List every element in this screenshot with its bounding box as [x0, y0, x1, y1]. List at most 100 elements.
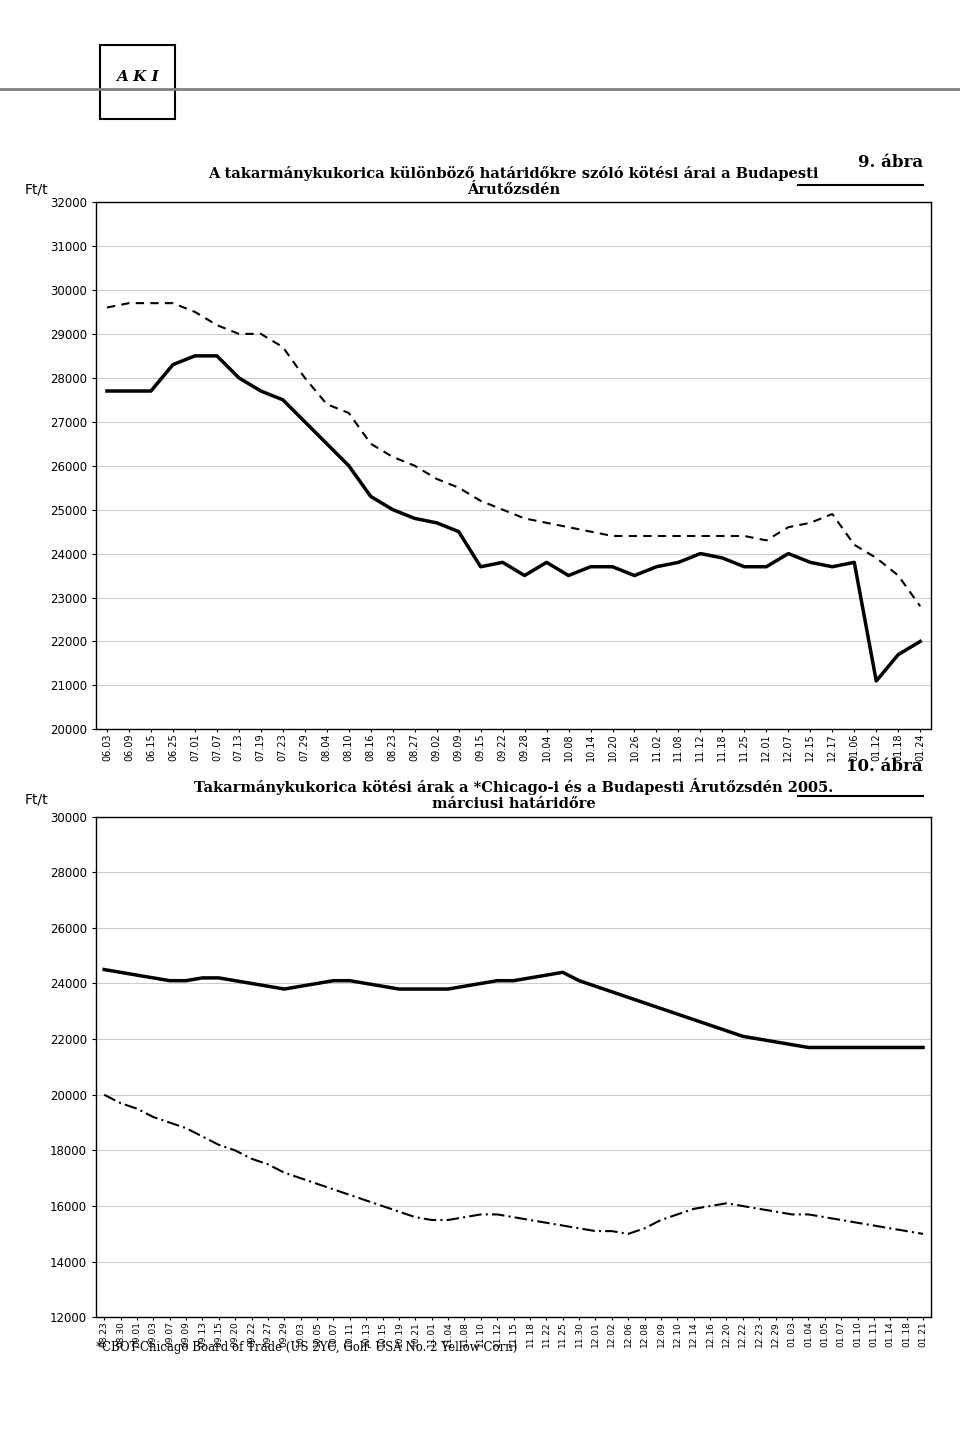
- CBOT*: [344, 1186, 355, 1203]
- 2005. márc.: [804, 554, 816, 571]
- 2005. márc.: [695, 546, 707, 563]
- 2005. márc.: [716, 550, 728, 567]
- 2005. márc.: [387, 501, 398, 518]
- 2005. márc.: [585, 558, 596, 576]
- Text: 10. ábra: 10. ábra: [846, 758, 923, 775]
- 2005. máj.: [518, 510, 530, 527]
- 2005. márc.: [365, 488, 376, 505]
- 2005. márc.: [145, 382, 156, 400]
- 2005. márc.: [321, 435, 332, 453]
- 2005. márc.: [233, 369, 245, 387]
- 2005. máj.: [453, 480, 465, 497]
- 2005. máj.: [321, 395, 332, 412]
- 2005. máj.: [211, 316, 223, 334]
- Line: BAT: BAT: [105, 969, 923, 1047]
- CBOT*: [917, 1226, 928, 1243]
- 2005. máj.: [695, 527, 707, 544]
- 2005. márc.: [277, 391, 289, 408]
- 2005. máj.: [563, 518, 574, 536]
- 2005. márc.: [123, 382, 134, 400]
- Text: jegyzés ideje: jegyzés ideje: [848, 888, 924, 901]
- 2005. máj.: [716, 527, 728, 544]
- 2005. máj.: [893, 567, 904, 584]
- 2005. máj.: [409, 457, 420, 474]
- 2005. máj.: [475, 493, 487, 510]
- 2005. máj.: [101, 299, 112, 316]
- 2005. máj.: [299, 369, 310, 387]
- 2005. márc.: [782, 546, 794, 563]
- 2005. máj.: [651, 527, 662, 544]
- BAT: [360, 975, 372, 992]
- 2005. máj.: [782, 518, 794, 536]
- 2005. máj.: [738, 527, 750, 544]
- 2005. márc.: [497, 554, 509, 571]
- 2005. márc.: [518, 567, 530, 584]
- 2005. márc.: [563, 567, 574, 584]
- 2005. máj.: [629, 527, 640, 544]
- 2005. máj.: [585, 523, 596, 540]
- 2005. márc.: [255, 382, 267, 400]
- 2005. máj.: [804, 514, 816, 531]
- 2005. márc.: [738, 558, 750, 576]
- 2005. márc.: [101, 382, 112, 400]
- CBOT*: [278, 1164, 290, 1181]
- 2005. márc.: [915, 633, 926, 650]
- 2005. márc.: [827, 558, 838, 576]
- 2005. máj.: [540, 514, 552, 531]
- 2005. márc.: [629, 567, 640, 584]
- BAT: [688, 1011, 700, 1028]
- BAT: [278, 981, 290, 998]
- 2005. márc.: [871, 673, 882, 690]
- 2005. máj.: [497, 501, 509, 518]
- 2005. máj.: [123, 295, 134, 312]
- BAT: [900, 1038, 912, 1055]
- 2005. máj.: [189, 304, 201, 321]
- 2005. máj.: [167, 295, 179, 312]
- 2005. máj.: [233, 325, 245, 342]
- 2005. márc.: [540, 554, 552, 571]
- Line: 2005. márc.: 2005. márc.: [107, 357, 921, 682]
- CBOT*: [900, 1223, 912, 1240]
- 2005. márc.: [475, 558, 487, 576]
- 2005. márc.: [760, 558, 772, 576]
- 2005. márc.: [299, 414, 310, 431]
- Title: A takarmánykukorica különböző határidőkre szóló kötési árai a Budapesti
Árutőzsd: A takarmánykukorica különböző határidőkr…: [208, 166, 819, 196]
- Title: Takarmánykukorica kötési árak a *Chicago-i és a Budapesti Árutőzsdén 2005.
márci: Takarmánykukorica kötési árak a *Chicago…: [194, 778, 833, 811]
- Text: Ft/t: Ft/t: [25, 183, 49, 196]
- 2005. márc.: [893, 646, 904, 663]
- 2005. máj.: [145, 295, 156, 312]
- 2005. márc.: [189, 348, 201, 365]
- Bar: [100, 44, 176, 119]
- 2005. márc.: [607, 558, 618, 576]
- 2005. máj.: [673, 527, 684, 544]
- Line: CBOT*: CBOT*: [105, 1095, 923, 1234]
- Text: *CBOT-Chicago Board of Trade (US 2YC, Golf- USA No. 2 Yellow Corn): *CBOT-Chicago Board of Trade (US 2YC, Go…: [96, 1342, 517, 1355]
- Text: A K I: A K I: [116, 70, 159, 84]
- 2005. máj.: [277, 338, 289, 355]
- 2005. máj.: [343, 404, 354, 421]
- CBOT*: [99, 1087, 110, 1104]
- 2005. márc.: [453, 523, 465, 540]
- 2005. máj.: [849, 536, 860, 553]
- BAT: [99, 961, 110, 978]
- Legend: 2005. márc., 2005. máj.: 2005. márc., 2005. máj.: [186, 906, 489, 934]
- 2005. márc.: [849, 554, 860, 571]
- Line: 2005. máj.: 2005. máj.: [107, 304, 921, 606]
- CBOT*: [705, 1197, 716, 1214]
- CBOT*: [360, 1191, 372, 1209]
- Text: Ft/t: Ft/t: [25, 792, 49, 806]
- BAT: [344, 972, 355, 990]
- 2005. márc.: [167, 357, 179, 374]
- 2005. márc.: [211, 348, 223, 365]
- BAT: [638, 994, 650, 1011]
- 2005. máj.: [915, 597, 926, 614]
- 2005. máj.: [607, 527, 618, 544]
- CBOT*: [656, 1211, 667, 1229]
- 2005. márc.: [343, 457, 354, 474]
- CBOT*: [622, 1226, 634, 1243]
- 2005. máj.: [827, 505, 838, 523]
- 2005. márc.: [651, 558, 662, 576]
- 2005. márc.: [431, 514, 443, 531]
- 2005. márc.: [673, 554, 684, 571]
- 2005. máj.: [871, 550, 882, 567]
